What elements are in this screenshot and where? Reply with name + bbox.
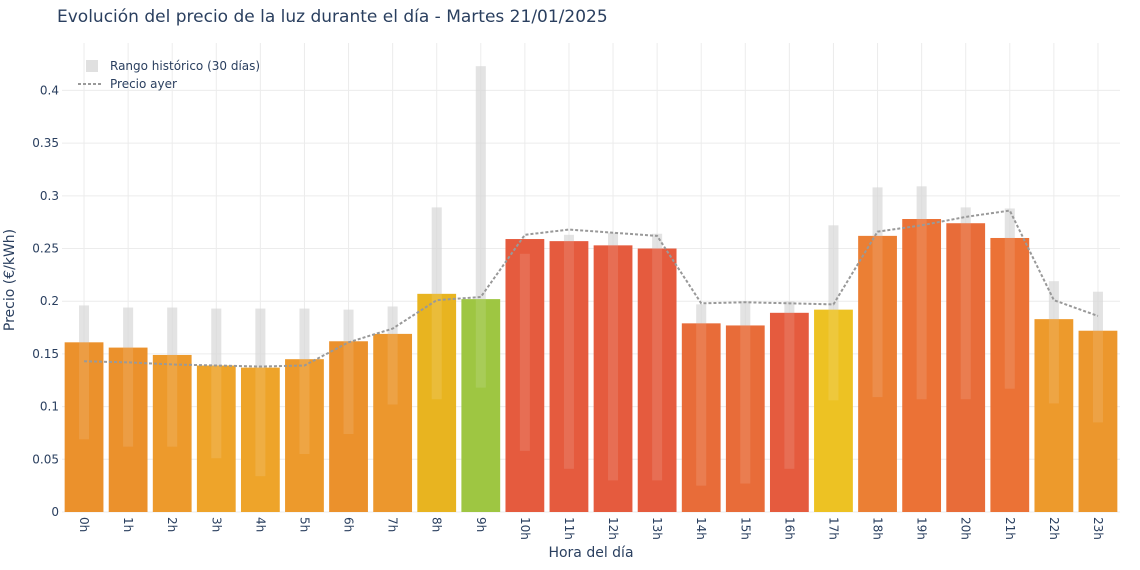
range-bar-overlay	[960, 207, 971, 400]
range-bar-overlay	[431, 207, 442, 400]
price-bar	[1078, 330, 1118, 512]
y-tick-label: 0.05	[32, 452, 59, 466]
x-tick-label: 11h	[562, 517, 576, 540]
price-bar	[461, 299, 501, 512]
price-bar	[64, 342, 104, 512]
x-tick-label: 1h	[121, 517, 135, 532]
y-tick-label: 0.3	[40, 189, 59, 203]
price-bar	[1034, 319, 1074, 512]
x-tick-label: 12h	[606, 517, 620, 540]
x-tick-label: 0h	[77, 517, 91, 532]
x-tick-label: 10h	[518, 517, 532, 540]
price-bar	[240, 367, 280, 512]
range-bar-overlay	[1092, 291, 1103, 423]
range-bar-overlay	[79, 305, 90, 440]
price-bar	[946, 223, 986, 512]
x-tick-label: 23h	[1091, 517, 1105, 540]
x-tick-label: 16h	[782, 517, 796, 540]
range-bar-overlay	[784, 301, 795, 469]
yesterday-line	[84, 209, 1099, 368]
price-bar	[593, 245, 633, 513]
range-bar-overlay	[299, 308, 310, 455]
range-bar	[475, 66, 486, 388]
x-axis-ticks: 0h 1h 2h 3h 4h 5h 6h 7h 8h 9h 10h 11h 12h 13h 14h 15h 16…	[77, 517, 1105, 540]
price-bar	[769, 312, 809, 512]
price-bar	[549, 241, 589, 512]
range-bar-overlay	[123, 307, 134, 447]
range-bar-overlay	[828, 225, 839, 401]
range-bar-overlay	[563, 234, 574, 469]
x-tick-label: 5h	[297, 517, 311, 532]
legend-yesterday-label: Precio ayer	[110, 77, 177, 91]
range-bar-overlay	[608, 232, 619, 481]
price-bar	[505, 239, 545, 512]
price-bar	[152, 354, 192, 512]
y-tick-label: 0.1	[40, 400, 59, 414]
range-bar-overlay	[872, 187, 883, 398]
y-tick-label: 0	[51, 505, 59, 519]
chart-title: Evolución del precio de la luz durante e…	[57, 7, 608, 27]
price-bar	[417, 293, 457, 512]
price-bar	[329, 341, 368, 512]
x-tick-label: 15h	[738, 517, 752, 540]
range-bar-overlay	[475, 66, 486, 388]
x-tick-label: 19h	[915, 517, 929, 540]
x-tick-label: 21h	[1003, 517, 1017, 540]
y-tick-label: 0.2	[40, 294, 59, 308]
price-bar	[902, 219, 942, 512]
price-bar	[373, 333, 413, 512]
range-bar-overlay	[167, 307, 178, 447]
price-bar	[196, 365, 236, 512]
range-bar-overlay	[740, 301, 751, 484]
range-bar-overlay	[343, 309, 354, 435]
x-tick-label: 4h	[253, 517, 267, 532]
y-tick-label: 0.4	[40, 83, 59, 97]
range-bar-overlay	[255, 308, 266, 477]
price-bar	[681, 323, 721, 512]
price-bar	[285, 359, 324, 512]
price-bar	[858, 235, 897, 512]
x-tick-label: 6h	[342, 517, 356, 532]
y-axis-title: Precio (€/kWh)	[2, 229, 18, 331]
x-tick-label: 3h	[209, 517, 223, 532]
y-tick-label: 0.25	[32, 242, 59, 256]
y-axis-ticks: 0 0.05 0.1 0.15 0.2 0.25 0.3 0.35 0.4	[32, 83, 59, 519]
price-bar	[637, 248, 677, 513]
range-bar-overlay	[696, 304, 707, 486]
x-tick-label: 9h	[474, 517, 488, 532]
legend: Rango histórico (30 días) Precio ayer	[78, 59, 260, 91]
range-bar-overlay	[1004, 208, 1015, 389]
range-bar-overlay	[916, 186, 927, 400]
price-bar	[814, 309, 853, 512]
range-bar-overlay	[1048, 281, 1059, 404]
x-tick-label: 22h	[1047, 517, 1061, 540]
x-axis-title: Hora del día	[548, 545, 633, 561]
price-bar	[725, 325, 765, 512]
x-tick-label: 2h	[165, 517, 179, 532]
range-bar-overlay	[652, 233, 663, 481]
range-bar-overlay	[387, 306, 398, 405]
range-bar-overlay	[519, 253, 530, 451]
price-bar	[108, 347, 148, 512]
x-tick-label: 14h	[694, 517, 708, 540]
y-tick-label: 0.15	[32, 347, 59, 361]
yesterday-price-line	[84, 209, 1099, 368]
legend-range-label: Rango histórico (30 días)	[110, 59, 260, 73]
price-bars	[64, 66, 1118, 513]
x-tick-label: 17h	[826, 517, 840, 540]
price-bar	[990, 237, 1030, 512]
x-tick-label: 8h	[430, 517, 444, 532]
x-tick-label: 7h	[386, 517, 400, 532]
x-tick-label: 18h	[871, 517, 885, 540]
legend-range-swatch	[86, 60, 98, 72]
x-tick-label: 20h	[959, 517, 973, 540]
x-tick-label: 13h	[650, 517, 664, 540]
y-tick-label: 0.35	[32, 136, 59, 150]
range-bar-overlay	[211, 308, 222, 459]
